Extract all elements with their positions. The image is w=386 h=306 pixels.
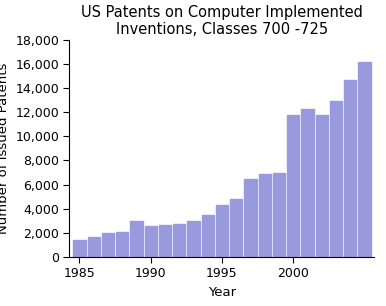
Bar: [330, 101, 342, 257]
Bar: [173, 225, 185, 257]
Bar: [130, 221, 142, 257]
Bar: [88, 237, 100, 257]
Bar: [316, 115, 328, 257]
Bar: [116, 232, 128, 257]
Bar: [301, 109, 313, 257]
Title: US Patents on Computer Implemented
Inventions, Classes 700 -725: US Patents on Computer Implemented Inven…: [81, 5, 363, 37]
Bar: [201, 215, 214, 257]
Bar: [187, 221, 200, 257]
Bar: [73, 240, 86, 257]
Bar: [287, 115, 299, 257]
Bar: [145, 226, 157, 257]
Bar: [259, 174, 271, 257]
Bar: [159, 225, 171, 257]
Bar: [216, 205, 228, 257]
Bar: [230, 199, 242, 257]
Bar: [344, 80, 356, 257]
Bar: [273, 173, 285, 257]
X-axis label: Year: Year: [208, 286, 236, 299]
Bar: [244, 179, 257, 257]
Bar: [102, 233, 114, 257]
Bar: [358, 62, 371, 257]
Y-axis label: Number of Issued Patents: Number of Issued Patents: [0, 63, 10, 234]
